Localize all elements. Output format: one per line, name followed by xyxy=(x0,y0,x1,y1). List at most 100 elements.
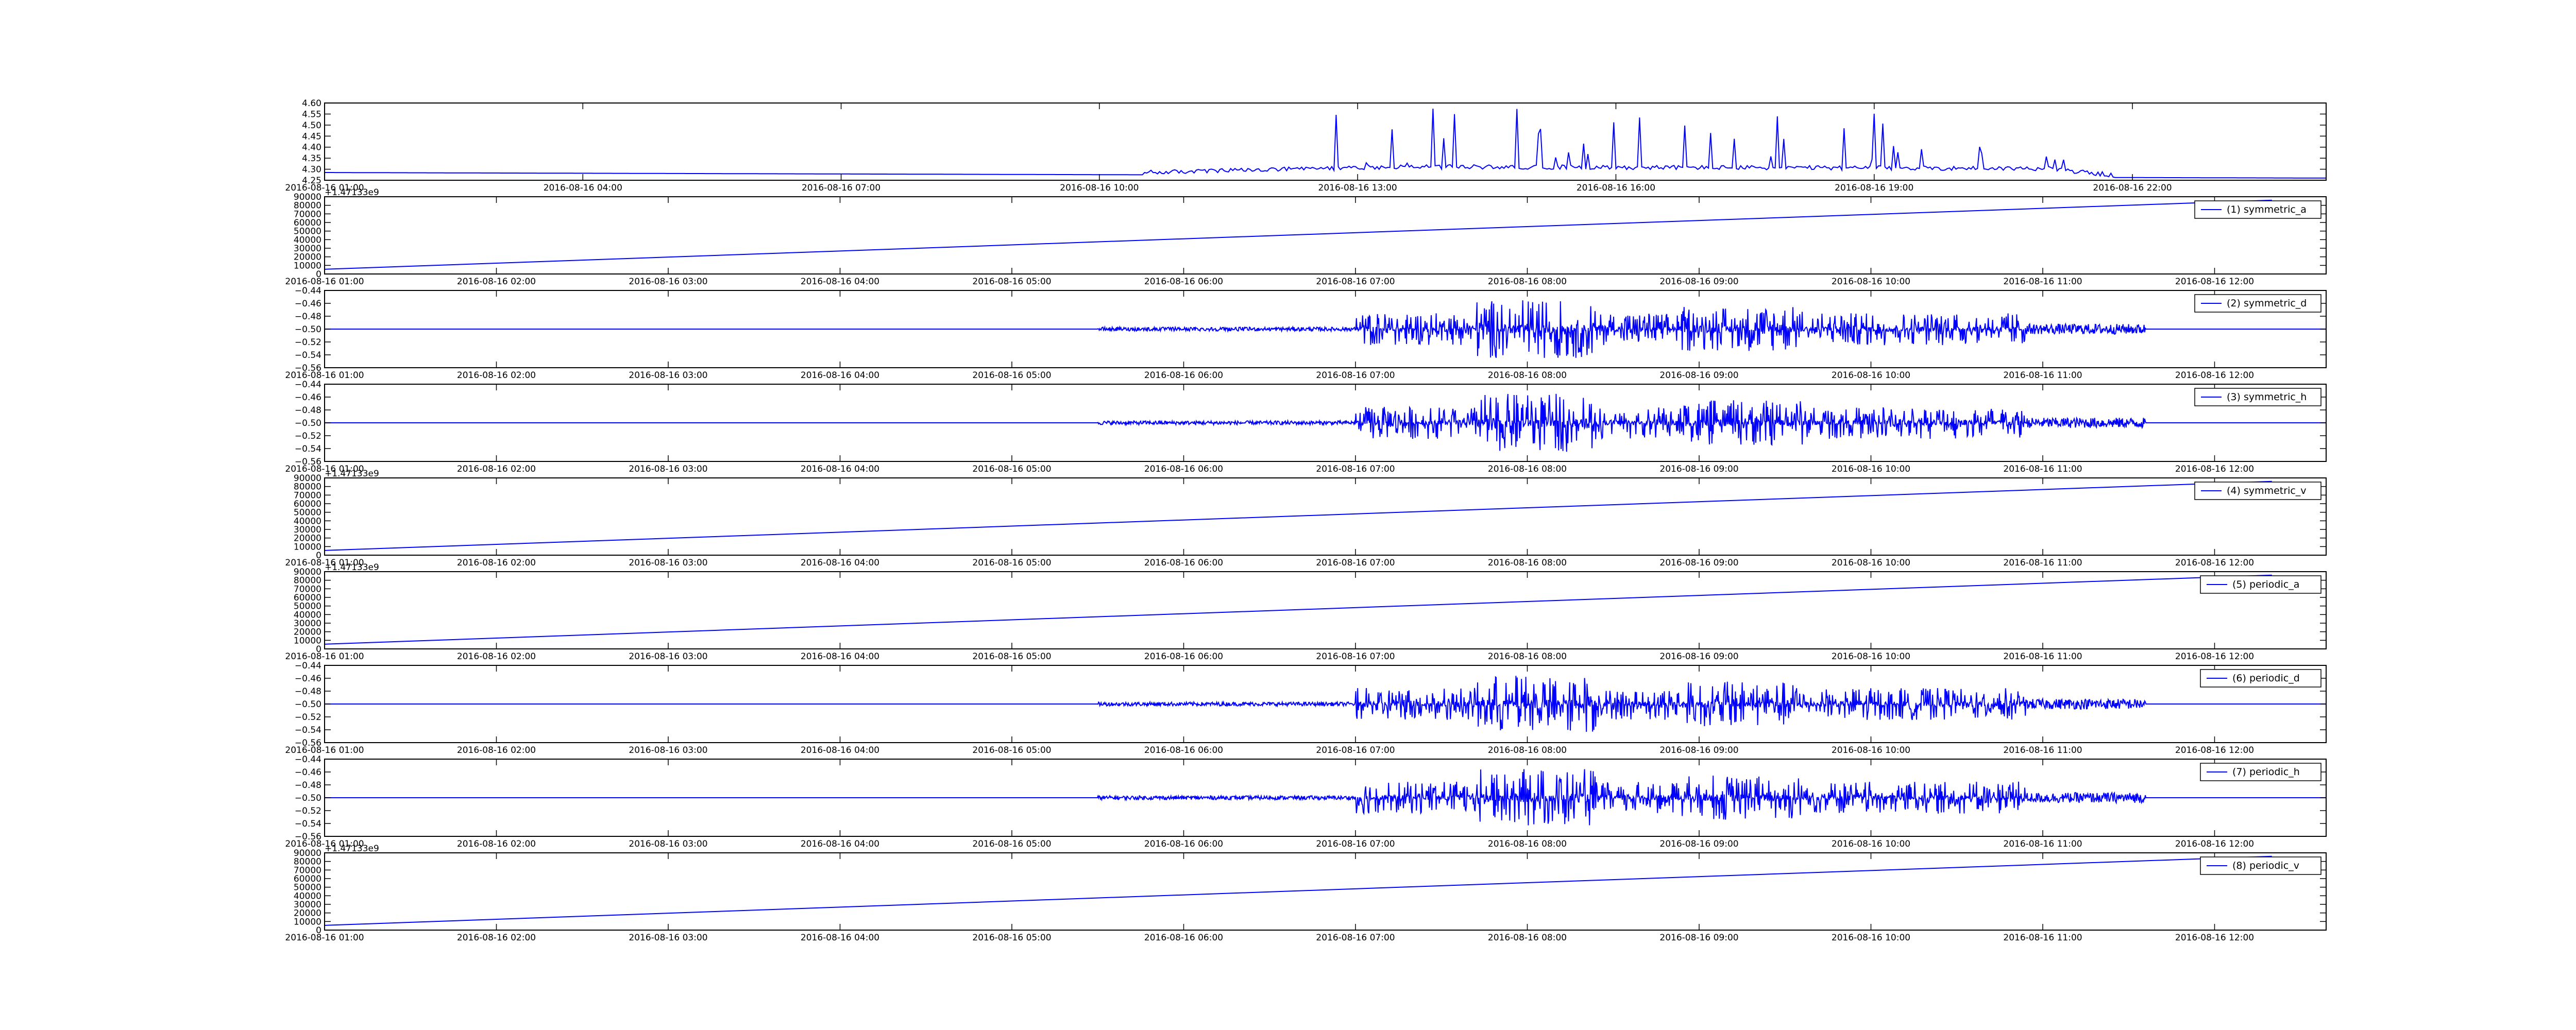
axes-frame xyxy=(324,571,2327,649)
series-line xyxy=(325,676,2326,732)
legend-label: (4) symmetric_v xyxy=(2227,485,2307,496)
y-tick-label: 50000 xyxy=(294,602,321,612)
x-tick-label: 2016-08-16 09:00 xyxy=(1659,464,1738,474)
y-tick-label: 4.50 xyxy=(302,121,321,131)
x-tick-label: 2016-08-16 09:00 xyxy=(1659,558,1738,568)
y-tick-label: 4.60 xyxy=(302,98,321,109)
x-tick-label: 2016-08-16 02:00 xyxy=(457,933,536,943)
x-tick-label: 2016-08-16 06:00 xyxy=(1144,558,1223,568)
y-tick-label: 30000 xyxy=(294,619,321,629)
x-tick-label: 2016-08-16 09:00 xyxy=(1659,933,1738,943)
x-tick-label: 2016-08-16 02:00 xyxy=(457,651,536,662)
x-tick-label: 2016-08-16 02:00 xyxy=(457,839,536,849)
x-tick-label: 2016-08-16 01:00 xyxy=(285,464,364,474)
y-tick-label: −0.44 xyxy=(295,380,321,390)
x-tick-label: 2016-08-16 11:00 xyxy=(2003,745,2082,756)
x-tick-label: 2016-08-16 05:00 xyxy=(972,745,1051,756)
y-tick-label: 90000 xyxy=(294,567,321,577)
x-tick-label: 2016-08-16 01:00 xyxy=(285,558,364,568)
x-tick-label: 2016-08-16 07:00 xyxy=(1316,277,1395,287)
y-tick-label: 50000 xyxy=(294,883,321,893)
y-tick-label: 80000 xyxy=(294,576,321,586)
x-tick-label: 2016-08-16 09:00 xyxy=(1659,839,1738,849)
x-tick-label: 2016-08-16 11:00 xyxy=(2003,839,2082,849)
x-tick-label: 2016-08-16 11:00 xyxy=(2003,651,2082,662)
x-tick-label: 2016-08-16 12:00 xyxy=(2175,745,2254,756)
subplot-4: 0100002000030000400005000060000700008000… xyxy=(285,469,2327,568)
axes-frame xyxy=(324,196,2327,274)
x-tick-label: 2016-08-16 02:00 xyxy=(457,464,536,474)
x-tick-label: 2016-08-16 12:00 xyxy=(2175,464,2254,474)
x-tick-label: 2016-08-16 09:00 xyxy=(1659,745,1738,756)
offset-label: +1.47133e9 xyxy=(325,187,379,198)
y-tick-label: 70000 xyxy=(294,490,321,501)
y-tick-label: 20000 xyxy=(294,908,321,919)
x-tick-label: 2016-08-16 03:00 xyxy=(629,464,707,474)
y-tick-label: −0.52 xyxy=(295,806,321,816)
x-tick-label: 2016-08-16 12:00 xyxy=(2175,651,2254,662)
y-tick-label: 60000 xyxy=(294,874,321,884)
x-tick-label: 2016-08-16 03:00 xyxy=(629,277,707,287)
y-tick-label: 20000 xyxy=(294,534,321,544)
series-line xyxy=(325,300,2326,358)
y-tick-label: 0 xyxy=(316,644,321,655)
subplot-2: −0.56 −0.54 −0.52 −0.50 −0.48 −0.46 −0.44 2016-… xyxy=(285,286,2327,381)
x-tick-label: 2016-08-16 04:00 xyxy=(801,558,879,568)
x-tick-label: 2016-08-16 07:00 xyxy=(1316,839,1395,849)
x-tick-label: 2016-08-16 04:00 xyxy=(801,745,879,756)
x-tick-label: 2016-08-16 19:00 xyxy=(1835,183,1913,193)
y-tick-label: 4.55 xyxy=(302,109,321,119)
y-tick-label: −0.46 xyxy=(295,299,321,309)
y-tick-label: 4.40 xyxy=(302,143,321,153)
legend-label: (6) periodic_d xyxy=(2232,673,2300,684)
x-tick-label: 2016-08-16 06:00 xyxy=(1144,464,1223,474)
x-tick-label: 2016-08-16 22:00 xyxy=(2093,183,2172,193)
x-tick-label: 2016-08-16 10:00 xyxy=(1060,183,1139,193)
y-tick-label: −0.56 xyxy=(295,738,321,748)
x-tick-label: 2016-08-16 05:00 xyxy=(972,839,1051,849)
y-tick-label: 40000 xyxy=(294,891,321,901)
x-tick-label: 2016-08-16 01:00 xyxy=(285,651,364,662)
x-tick-label: 2016-08-16 03:00 xyxy=(629,933,707,943)
y-tick-label: 30000 xyxy=(294,244,321,254)
legend-box xyxy=(2194,294,2321,313)
y-tick-label: 30000 xyxy=(294,900,321,910)
y-tick-label: −0.48 xyxy=(295,780,321,791)
y-tick-label: 30000 xyxy=(294,525,321,535)
x-tick-label: 2016-08-16 03:00 xyxy=(629,651,707,662)
x-tick-label: 2016-08-16 05:00 xyxy=(972,651,1051,662)
x-tick-label: 2016-08-16 10:00 xyxy=(1832,370,1910,381)
x-tick-label: 2016-08-16 04:00 xyxy=(801,651,879,662)
x-tick-label: 2016-08-16 03:00 xyxy=(629,370,707,381)
x-tick-label: 2016-08-16 11:00 xyxy=(2003,558,2082,568)
y-tick-label: −0.50 xyxy=(295,324,321,335)
x-tick-label: 2016-08-16 12:00 xyxy=(2175,839,2254,849)
y-tick-label: −0.48 xyxy=(295,686,321,697)
y-tick-label: 80000 xyxy=(294,201,321,211)
legend-label: (3) symmetric_h xyxy=(2227,391,2307,403)
x-tick-label: 2016-08-16 01:00 xyxy=(285,183,364,193)
y-tick-label: −0.46 xyxy=(295,767,321,778)
x-tick-label: 2016-08-16 04:00 xyxy=(801,370,879,381)
y-tick-label: 10000 xyxy=(294,917,321,927)
offset-label: +1.47133e9 xyxy=(325,844,379,854)
x-tick-label: 2016-08-16 02:00 xyxy=(457,277,536,287)
y-tick-label: −0.50 xyxy=(295,699,321,710)
x-tick-label: 2016-08-16 01:00 xyxy=(285,277,364,287)
y-tick-label: 10000 xyxy=(294,542,321,552)
legend-box xyxy=(2194,482,2321,500)
legend-label: (1) symmetric_a xyxy=(2227,204,2307,215)
y-tick-label: −0.54 xyxy=(295,350,321,360)
x-tick-label: 2016-08-16 09:00 xyxy=(1659,651,1738,662)
subplot-7: −0.56 −0.54 −0.52 −0.50 −0.48 −0.46 −0.44 2016-… xyxy=(285,754,2327,849)
x-tick-label: 2016-08-16 05:00 xyxy=(972,933,1051,943)
y-tick-label: 0 xyxy=(316,551,321,561)
y-tick-label: −0.52 xyxy=(295,712,321,723)
y-tick-label: 4.35 xyxy=(302,153,321,164)
x-tick-label: 2016-08-16 04:00 xyxy=(801,839,879,849)
x-tick-label: 2016-08-16 07:00 xyxy=(1316,370,1395,381)
offset-label: +1.47133e9 xyxy=(325,562,379,573)
y-tick-label: −0.44 xyxy=(295,754,321,765)
x-tick-label: 2016-08-16 09:00 xyxy=(1659,370,1738,381)
